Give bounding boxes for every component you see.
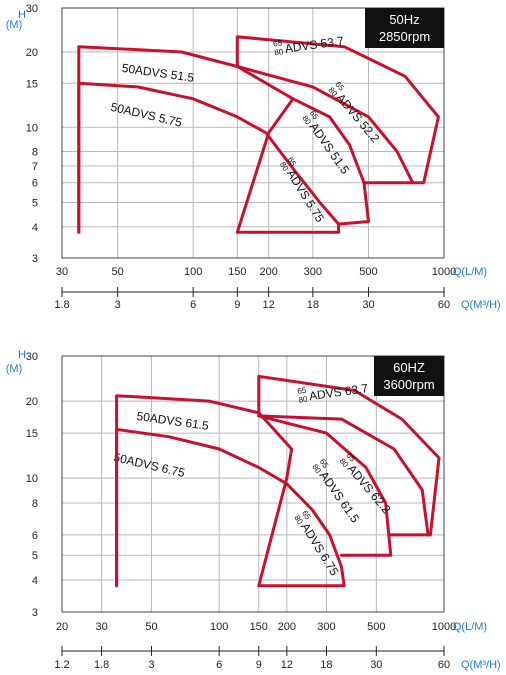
x-tick-label: 300 — [304, 266, 322, 278]
plot-frame — [61, 7, 445, 259]
y-tick-label: 4 — [32, 575, 38, 587]
x2-tick-label: 9 — [234, 299, 240, 311]
x-tick-label: 20 — [56, 621, 68, 633]
plot-frame — [61, 355, 445, 613]
frequency-label: 50Hz — [389, 12, 419, 27]
y-tick-label: 3 — [32, 253, 38, 265]
y-tick-label: 8 — [32, 498, 38, 510]
curve-label-text: ADVS 5.75 — [284, 167, 328, 225]
pump-curve — [235, 35, 440, 185]
y-tick-label: 4 — [32, 222, 38, 234]
y-tick-label: 7 — [32, 161, 38, 173]
x2-tick-label: 1.2 — [54, 659, 69, 671]
y-axis-unit: (M) — [6, 19, 23, 31]
x2-tick-label: 18 — [320, 659, 332, 671]
x2-tick-label: 12 — [281, 659, 293, 671]
x2-tick-label: 60 — [438, 299, 450, 311]
y-tick-label: 10 — [26, 122, 38, 134]
x2-tick-label: 60 — [438, 659, 450, 671]
speed-box — [365, 8, 444, 48]
curve-label-prefix-top: 65 — [297, 386, 308, 396]
curve-label-text: ADVS 51.5 — [307, 120, 353, 177]
x2-tick-label: 3 — [115, 299, 121, 311]
pump-curve — [235, 65, 415, 185]
y-tick-label: 30 — [26, 3, 38, 15]
curve-label: 50ADVS 6.75 — [112, 450, 186, 480]
y-axis-label: H — [18, 349, 26, 361]
curve-label: 50ADVS 5.75 — [109, 100, 183, 130]
y-tick-label: 6 — [32, 178, 38, 190]
curve-label-text: 50ADVS 6.75 — [112, 450, 186, 480]
y-tick-label: 5 — [32, 198, 38, 210]
y-axis-unit: (M) — [6, 363, 23, 375]
x2-tick-label: 6 — [216, 659, 222, 671]
curve-label-prefix-top: 65 — [272, 38, 283, 48]
x-tick-label: 100 — [210, 621, 228, 633]
curve-label-text: 50ADVS 5.75 — [109, 100, 183, 130]
speed-box — [374, 356, 444, 396]
x-tick-label: 1000 — [432, 266, 456, 278]
rpm-label: 2850rpm — [379, 29, 430, 44]
x-tick-label: 1000 — [432, 621, 456, 633]
x-tick-label: 500 — [359, 266, 377, 278]
y-tick-label: 20 — [26, 47, 38, 59]
curve-label: 50ADVS 61.5 — [136, 409, 210, 433]
y-axis-label: H — [18, 9, 26, 21]
x-tick-label: 100 — [184, 266, 202, 278]
x2-tick-label: 3 — [148, 659, 154, 671]
pump-curve — [77, 45, 295, 234]
y-tick-label: 20 — [26, 396, 38, 408]
x-axis-label: Q(L/M) — [453, 621, 487, 633]
y-tick-label: 3 — [32, 607, 38, 619]
curve-label-prefix-bottom: 80 — [298, 395, 309, 405]
x2-tick-label: 12 — [263, 299, 275, 311]
x2-tick-label: 18 — [307, 299, 319, 311]
pump-curve — [77, 81, 341, 234]
x-tick-label: 200 — [259, 266, 277, 278]
y-tick-label: 8 — [32, 147, 38, 159]
pump-curve — [257, 414, 393, 557]
x-tick-label: 200 — [278, 621, 296, 633]
y-tick-label: 10 — [26, 473, 38, 485]
y-tick-label: 6 — [32, 530, 38, 542]
chart-1: 30 50 100 150 200 300 500 100034567810152030H(M… — [6, 3, 501, 311]
x-tick-label: 150 — [250, 621, 268, 633]
x2-tick-label: 9 — [256, 659, 262, 671]
x-tick-label: 300 — [317, 621, 335, 633]
y-tick-label: 30 — [26, 351, 38, 363]
curve-label-prefix-bottom: 80 — [274, 47, 285, 57]
rpm-label: 3600rpm — [383, 377, 434, 392]
x-tick-label: 500 — [367, 621, 385, 633]
y-tick-label: 15 — [26, 428, 38, 440]
x-tick-label: 30 — [95, 621, 107, 633]
pump-curve — [115, 394, 294, 588]
x2-tick-label: 1.8 — [54, 299, 69, 311]
x2-axis-label: Q(M³/H) — [461, 659, 501, 671]
x2-tick-label: 30 — [370, 659, 382, 671]
x-axis-label: Q(L/M) — [453, 266, 487, 278]
x-tick-label: 50 — [145, 621, 157, 633]
frequency-label: 60HZ — [393, 360, 425, 375]
x-tick-label: 150 — [228, 266, 246, 278]
pump-curve — [257, 374, 441, 537]
pump-curve — [115, 427, 346, 588]
pump-curve — [257, 414, 430, 537]
x2-tick-label: 1.8 — [94, 659, 109, 671]
chart-2: 20 30 50 100 150 200 300 500 10003456810152030H(… — [6, 349, 501, 671]
x-tick-label: 50 — [112, 266, 124, 278]
x-tick-label: 30 — [56, 266, 68, 278]
x2-axis-label: Q(M³/H) — [461, 299, 501, 311]
curve-label: 50ADVS 51.5 — [121, 61, 195, 85]
curve-label-text: 50ADVS 51.5 — [121, 61, 195, 85]
y-tick-label: 5 — [32, 550, 38, 562]
pump-curve — [291, 97, 370, 226]
x2-tick-label: 30 — [362, 299, 374, 311]
x2-tick-label: 6 — [190, 299, 196, 311]
curve-label-text: 50ADVS 61.5 — [136, 409, 210, 433]
curve-label-text: ADVS 52.2 — [334, 91, 383, 146]
y-tick-label: 15 — [26, 78, 38, 90]
